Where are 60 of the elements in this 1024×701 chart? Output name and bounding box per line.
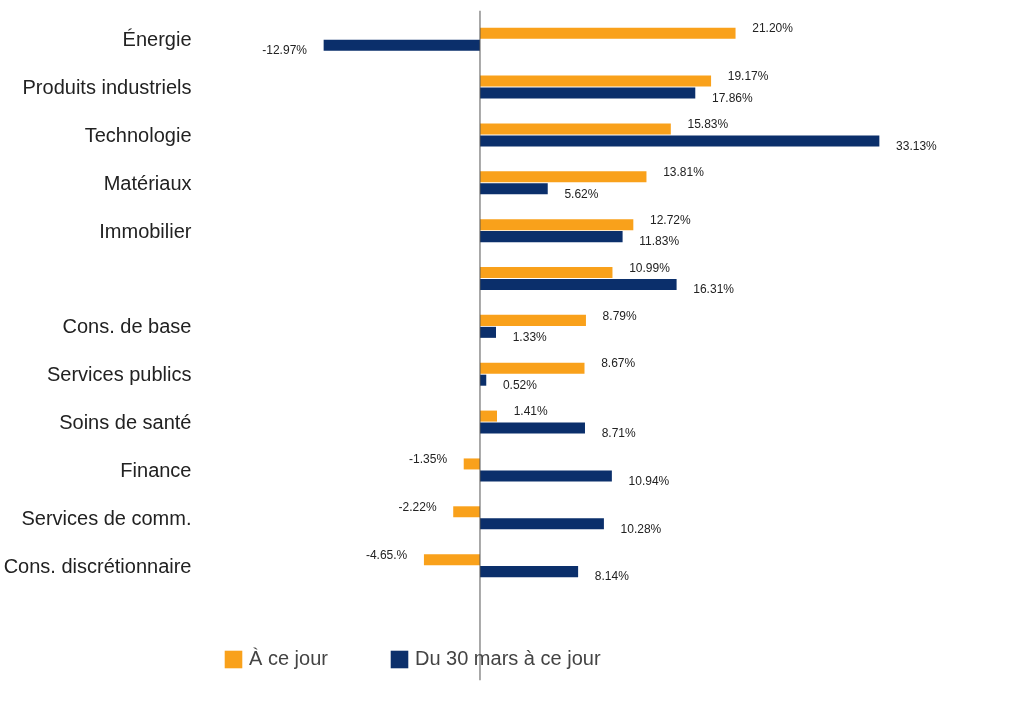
bar bbox=[423, 554, 480, 566]
data-label: 0.52% bbox=[502, 377, 538, 392]
data-label: 11.83% bbox=[639, 234, 680, 249]
data-label: -1.35% bbox=[409, 452, 448, 467]
data-label: 19.17% bbox=[727, 69, 769, 84]
bar bbox=[479, 183, 548, 195]
y-tick-label: Soins de santé bbox=[59, 411, 192, 434]
bar bbox=[479, 410, 497, 422]
bar bbox=[479, 362, 585, 374]
data-label: 13.81% bbox=[663, 165, 705, 180]
y-tick-label: Produits industriels bbox=[22, 76, 192, 99]
data-label: 5.62% bbox=[564, 186, 599, 201]
bar bbox=[479, 135, 880, 147]
bar bbox=[479, 422, 585, 434]
data-label: 10.28% bbox=[620, 521, 662, 536]
legend-label: Du 30 mars à ce jour bbox=[414, 647, 601, 670]
y-tick-label: Cons. discrétionnaire bbox=[3, 554, 192, 577]
y-tick-label: Services de comm. bbox=[21, 506, 192, 529]
data-label: -2.22% bbox=[398, 500, 437, 515]
bar bbox=[479, 219, 634, 231]
bar bbox=[463, 458, 480, 470]
bar bbox=[479, 87, 696, 99]
data-label: 1.41% bbox=[513, 404, 549, 419]
y-tick-label: Immobilier bbox=[99, 219, 192, 242]
data-label: 21.20% bbox=[752, 21, 794, 36]
bar bbox=[479, 314, 586, 326]
y-tick-label: Cons. de base bbox=[62, 315, 192, 338]
data-label: 17.86% bbox=[711, 90, 753, 105]
data-label: 10.99% bbox=[629, 260, 671, 275]
data-label: 10.94% bbox=[628, 473, 670, 488]
bar bbox=[479, 326, 497, 338]
data-label: 12.72% bbox=[650, 212, 692, 227]
data-label: 1.33% bbox=[512, 330, 548, 345]
data-label: -4.65.% bbox=[365, 547, 408, 562]
y-tick-label: Services publics bbox=[47, 363, 192, 386]
data-label: 8.14% bbox=[594, 569, 630, 584]
data-label: 8.79% bbox=[602, 308, 637, 323]
bar bbox=[479, 566, 579, 578]
bar bbox=[453, 506, 480, 518]
bar bbox=[479, 518, 604, 530]
bar bbox=[479, 75, 712, 87]
bar bbox=[479, 27, 736, 39]
bar bbox=[479, 278, 677, 290]
bar bbox=[479, 470, 612, 482]
y-tick-label: Technologie bbox=[84, 123, 192, 146]
bar bbox=[479, 267, 613, 279]
data-label: 15.83% bbox=[687, 117, 729, 132]
data-label: 8.67% bbox=[601, 356, 636, 371]
bar bbox=[479, 231, 623, 243]
bar bbox=[479, 123, 671, 135]
y-tick-label: Matériaux bbox=[103, 171, 192, 194]
legend-label: À ce jour bbox=[249, 647, 328, 670]
bar bbox=[479, 171, 647, 183]
y-tick-label: Énergie bbox=[122, 28, 192, 51]
data-label: 8.71% bbox=[601, 425, 637, 440]
y-tick-label: Finance bbox=[120, 458, 192, 481]
bar bbox=[323, 39, 480, 51]
data-label: -12.97% bbox=[262, 42, 308, 57]
data-label: 33.13% bbox=[896, 138, 938, 153]
data-label: 16.31% bbox=[693, 282, 735, 297]
